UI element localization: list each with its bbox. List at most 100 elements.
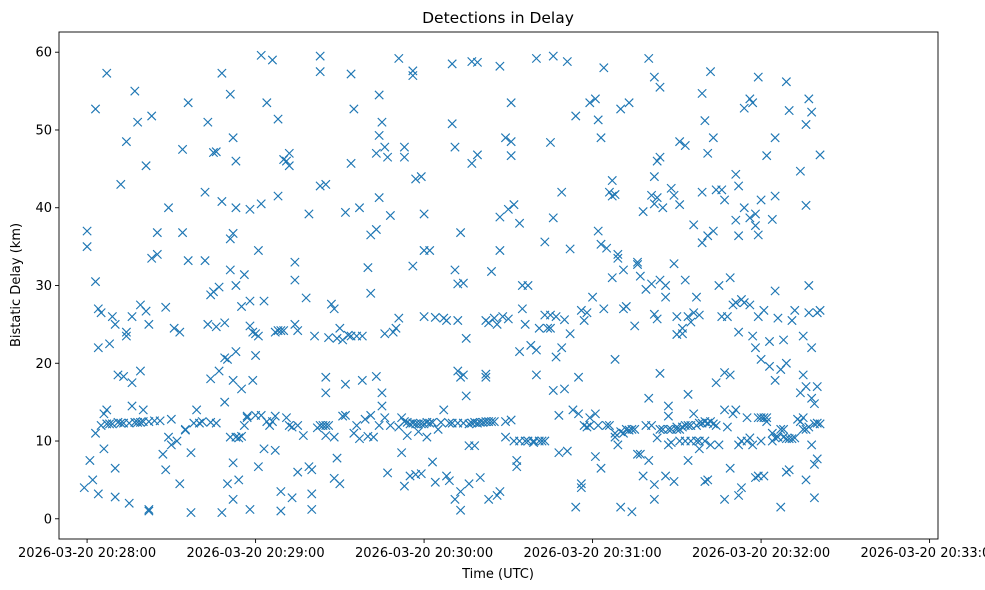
data-point [655,152,665,162]
data-point [652,314,662,324]
data-point [377,401,387,411]
data-point [731,298,741,308]
data-point [382,468,393,478]
data-point [646,279,657,289]
data-point [719,405,730,415]
data-point [750,221,761,231]
data-point [427,417,438,427]
data-point [489,313,499,323]
data-point [714,440,724,450]
data-point [484,318,494,328]
data-point [565,244,575,254]
data-point [596,463,606,473]
data-point [672,424,682,434]
data-point [776,502,786,512]
data-point [815,305,825,315]
data-point [231,156,241,166]
data-point [663,411,674,421]
data-point [130,86,140,96]
data-point [728,409,738,419]
data-point [635,449,645,459]
data-point [697,187,707,197]
data-point [366,410,376,420]
data-point [649,309,659,319]
x-tick-label: 2026-03-20 20:33:00 [861,546,985,561]
data-point [593,420,603,431]
data-point [402,430,412,441]
data-point [475,472,485,483]
data-point [719,494,730,504]
data-point [787,315,797,326]
data-point [231,203,241,213]
data-point [495,212,505,222]
data-point [228,494,238,504]
data-point [217,68,227,78]
data-point [158,449,168,459]
data-point [548,213,558,223]
data-point [447,119,457,129]
data-point [697,88,707,99]
data-point [815,150,825,160]
data-point [655,82,665,92]
data-point [804,94,814,104]
data-point [436,417,446,427]
data-point [762,413,772,423]
data-point [646,190,657,200]
data-point [270,411,280,421]
data-point [340,207,351,218]
data-point [627,507,637,517]
data-point [321,179,331,190]
data-point [750,343,761,353]
data-point [287,493,297,503]
data-point [163,203,174,213]
data-point [495,486,505,497]
data-point [660,471,671,481]
data-point [596,133,606,143]
data-point [599,304,609,314]
data-point [722,422,732,432]
data-point [787,434,797,444]
data-point [537,436,547,446]
data-point [635,271,645,281]
data-point [590,451,600,462]
data-point [593,115,603,125]
data-point [273,114,283,124]
data-point [543,323,553,333]
data-point [102,68,112,78]
data-point [433,424,443,434]
data-point [262,98,272,108]
data-point [739,203,749,213]
data-point [804,280,814,291]
data-point [762,151,772,161]
data-point [93,304,103,314]
y-tick-label: 30 [35,279,52,294]
data-point [293,325,303,336]
data-point [363,263,373,273]
data-point [127,311,137,322]
data-point [104,419,115,429]
data-point [484,494,494,504]
data-point [461,391,471,401]
data-point [422,432,432,442]
data-point [520,436,530,446]
data-point [644,455,654,466]
data-point [801,200,811,211]
data-point [408,261,418,271]
data-point [613,440,623,450]
data-point [211,322,221,332]
data-point [270,327,280,337]
data-point [559,315,570,325]
data-point [186,448,196,458]
data-point [576,483,586,493]
data-point [245,321,255,331]
data-point [220,397,230,407]
data-point [582,422,592,432]
data-point [419,209,429,219]
data-point [745,433,755,443]
data-point [385,210,395,221]
data-point [683,420,693,431]
data-point [498,311,508,322]
data-point [450,494,460,504]
data-point [107,311,117,322]
data-point [169,323,179,333]
